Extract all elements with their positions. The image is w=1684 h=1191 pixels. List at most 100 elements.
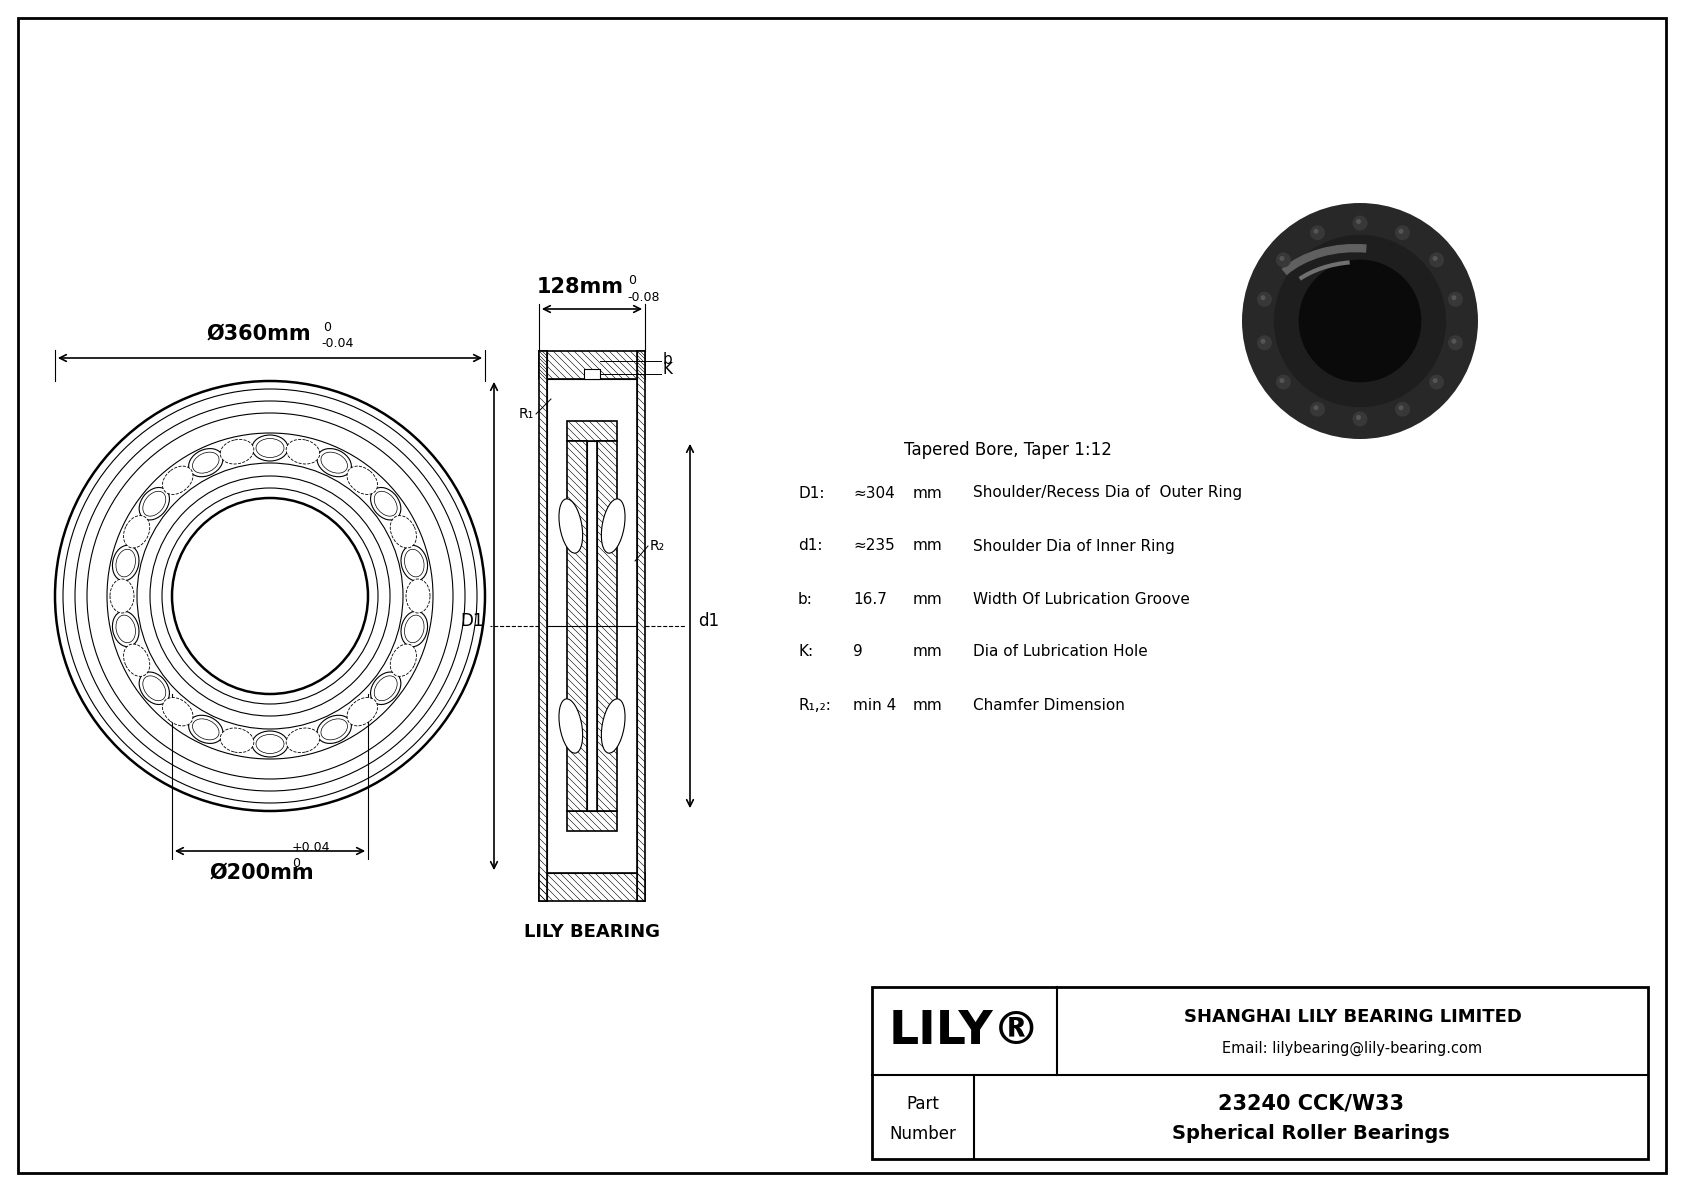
Ellipse shape — [404, 549, 424, 576]
Bar — [598, 441, 616, 811]
Circle shape — [1352, 411, 1367, 426]
Text: D1: D1 — [460, 612, 483, 630]
Ellipse shape — [256, 438, 285, 457]
Text: ≈304: ≈304 — [854, 486, 894, 500]
Text: 0: 0 — [628, 274, 637, 287]
Circle shape — [1430, 252, 1445, 268]
Ellipse shape — [162, 698, 194, 725]
Ellipse shape — [140, 487, 170, 520]
Ellipse shape — [317, 716, 352, 743]
Circle shape — [1298, 260, 1421, 382]
Text: R₁: R₁ — [519, 407, 534, 420]
Text: 0: 0 — [323, 322, 332, 333]
Ellipse shape — [192, 719, 219, 740]
Ellipse shape — [221, 728, 254, 753]
Ellipse shape — [322, 453, 347, 473]
Circle shape — [1276, 374, 1292, 389]
Text: mm: mm — [913, 644, 943, 660]
Bar — [568, 441, 588, 811]
Circle shape — [1448, 292, 1463, 307]
Ellipse shape — [109, 579, 135, 613]
Circle shape — [1398, 405, 1403, 410]
Bar — [637, 351, 645, 902]
Ellipse shape — [140, 672, 170, 705]
Text: 128mm: 128mm — [537, 278, 623, 297]
Text: R₁,₂:: R₁,₂: — [798, 698, 830, 712]
Circle shape — [1433, 378, 1438, 384]
Ellipse shape — [143, 675, 165, 700]
Ellipse shape — [559, 499, 583, 553]
Text: mm: mm — [913, 486, 943, 500]
Text: Spherical Roller Bearings: Spherical Roller Bearings — [1172, 1124, 1450, 1143]
Bar — [872, 987, 1649, 1159]
Circle shape — [1430, 374, 1445, 389]
Text: Ø200mm: Ø200mm — [210, 863, 315, 883]
Ellipse shape — [123, 644, 150, 676]
Text: Width Of Lubrication Groove: Width Of Lubrication Groove — [973, 592, 1191, 606]
Text: +0.04: +0.04 — [291, 841, 330, 854]
Circle shape — [1452, 295, 1457, 300]
Ellipse shape — [601, 699, 625, 753]
Text: mm: mm — [913, 538, 943, 554]
Ellipse shape — [370, 487, 401, 520]
Ellipse shape — [162, 466, 194, 494]
Ellipse shape — [406, 579, 429, 613]
Bar — [584, 369, 600, 379]
Ellipse shape — [401, 545, 428, 581]
Text: LILY®: LILY® — [889, 1009, 1041, 1054]
Circle shape — [1398, 229, 1403, 233]
Ellipse shape — [192, 453, 219, 473]
Text: -0.08: -0.08 — [626, 291, 660, 304]
Ellipse shape — [143, 491, 165, 516]
Text: Shoulder Dia of Inner Ring: Shoulder Dia of Inner Ring — [973, 538, 1175, 554]
Circle shape — [1448, 336, 1463, 350]
Ellipse shape — [559, 699, 583, 753]
Text: LILY BEARING: LILY BEARING — [524, 923, 660, 941]
Ellipse shape — [113, 545, 140, 581]
Text: d1:: d1: — [798, 538, 822, 554]
Text: Number: Number — [889, 1124, 957, 1143]
Text: K:: K: — [798, 644, 813, 660]
Ellipse shape — [221, 439, 254, 464]
Circle shape — [1310, 225, 1325, 241]
Circle shape — [1276, 252, 1292, 268]
Ellipse shape — [601, 499, 625, 553]
Ellipse shape — [123, 516, 150, 548]
Circle shape — [1314, 405, 1319, 410]
Text: ≈235: ≈235 — [854, 538, 894, 554]
Circle shape — [1356, 414, 1361, 420]
Ellipse shape — [286, 728, 320, 753]
Text: 9: 9 — [854, 644, 862, 660]
Text: mm: mm — [913, 592, 943, 606]
Circle shape — [1256, 292, 1271, 307]
Text: b: b — [663, 353, 672, 367]
Bar — [568, 811, 616, 831]
Ellipse shape — [374, 491, 397, 516]
Circle shape — [1394, 401, 1410, 417]
Text: mm: mm — [913, 698, 943, 712]
Ellipse shape — [116, 549, 135, 576]
Ellipse shape — [322, 719, 347, 740]
Text: 23240 CCK/W33: 23240 CCK/W33 — [1218, 1093, 1404, 1114]
Ellipse shape — [253, 435, 288, 461]
Circle shape — [1256, 336, 1271, 350]
Text: Part: Part — [906, 1095, 940, 1112]
Circle shape — [1452, 338, 1457, 344]
Bar — [539, 351, 547, 902]
Text: Chamfer Dimension: Chamfer Dimension — [973, 698, 1125, 712]
Circle shape — [1394, 225, 1410, 241]
Circle shape — [1261, 338, 1265, 344]
Text: b:: b: — [798, 592, 813, 606]
Ellipse shape — [286, 439, 320, 464]
Ellipse shape — [374, 675, 397, 700]
Bar — [568, 420, 616, 441]
Text: R₂: R₂ — [650, 540, 665, 553]
Circle shape — [1433, 256, 1438, 261]
Text: Email: lilybearing@lily-bearing.com: Email: lilybearing@lily-bearing.com — [1223, 1041, 1482, 1056]
Circle shape — [1356, 219, 1361, 224]
Text: Tapered Bore, Taper 1:12: Tapered Bore, Taper 1:12 — [904, 441, 1111, 459]
Circle shape — [1280, 378, 1285, 384]
Circle shape — [1273, 235, 1447, 407]
Text: -0.04: -0.04 — [322, 337, 354, 350]
Ellipse shape — [370, 672, 401, 705]
